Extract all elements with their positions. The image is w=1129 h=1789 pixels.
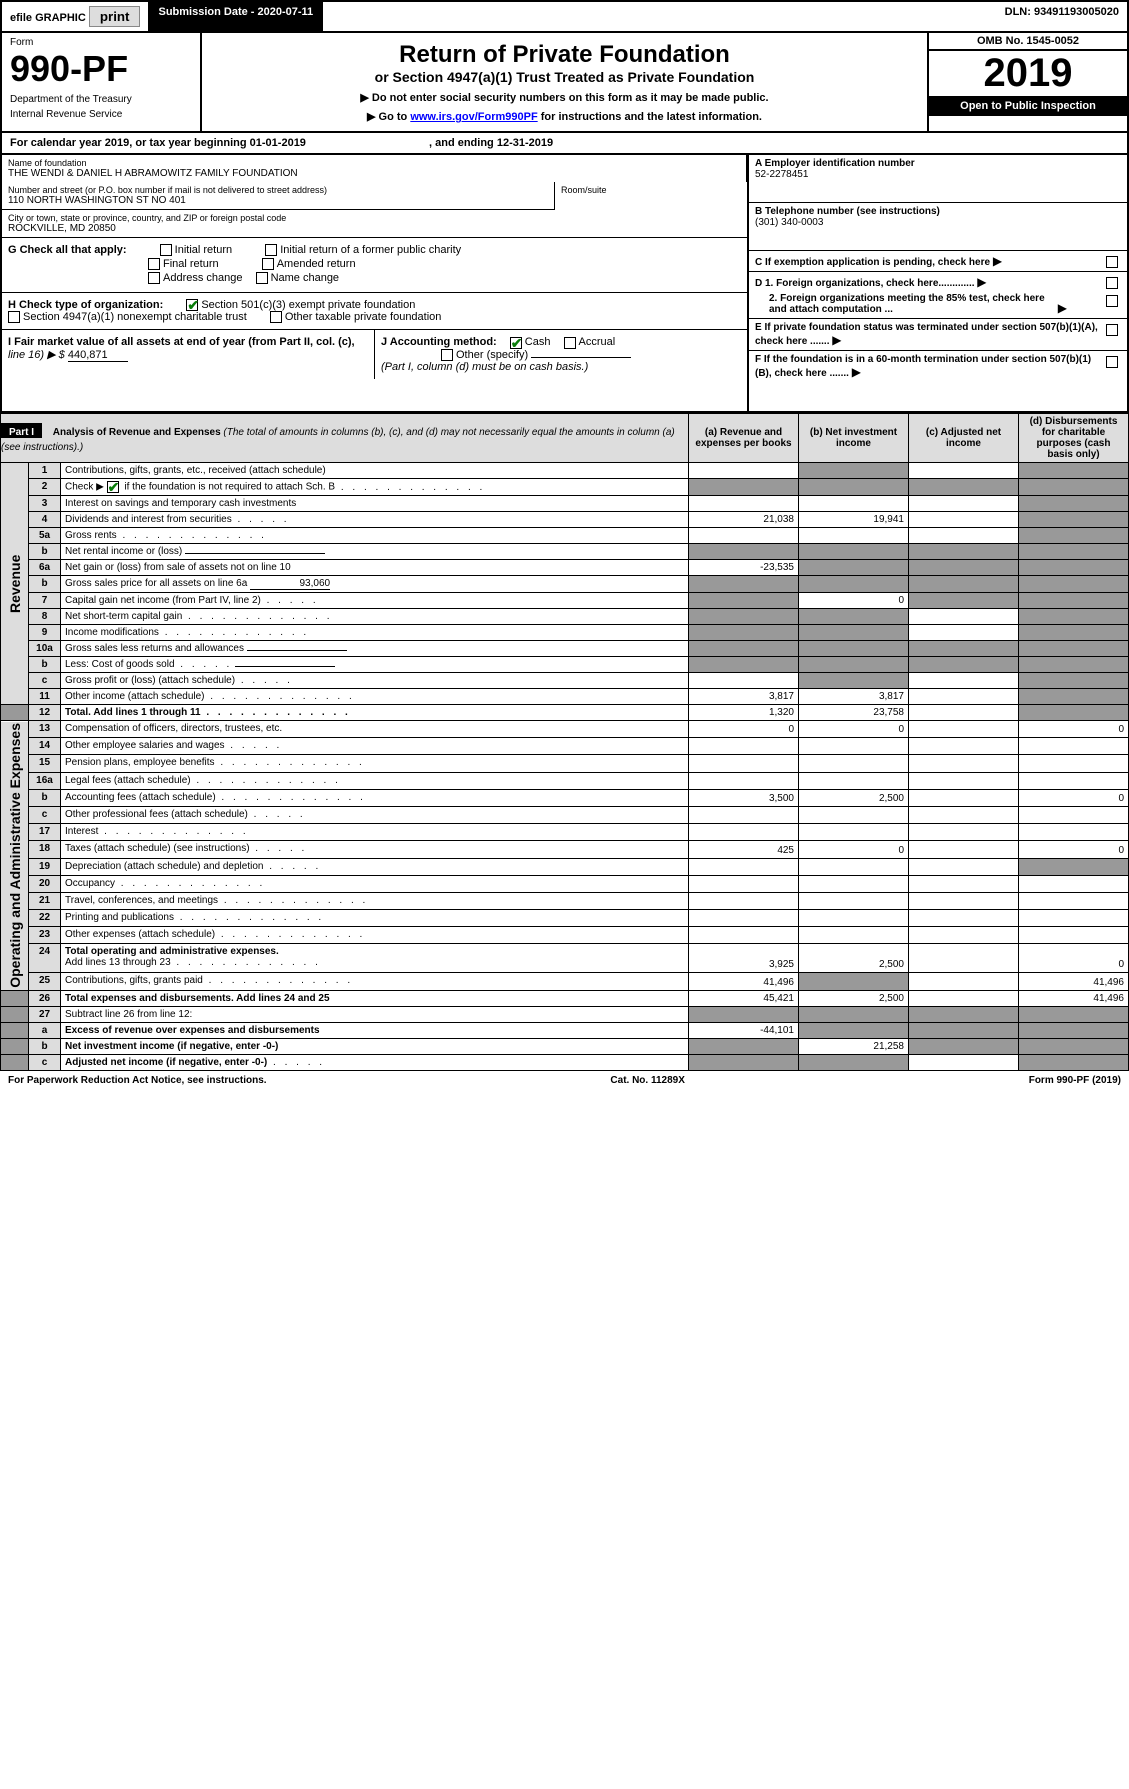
checkbox-initial[interactable]	[160, 244, 172, 256]
checkbox-e[interactable]	[1106, 324, 1118, 336]
revenue-label: Revenue	[1, 463, 29, 705]
part1-table: Part I Analysis of Revenue and Expenses …	[0, 413, 1129, 1071]
foundation-addr: 110 NORTH WASHINGTON ST NO 401	[8, 195, 548, 206]
opex-label: Operating and Administrative Expenses	[1, 721, 29, 991]
omb-number: OMB No. 1545-0052	[929, 33, 1127, 51]
footer-left: For Paperwork Reduction Act Notice, see …	[8, 1075, 267, 1086]
open-public: Open to Public Inspection	[929, 96, 1127, 116]
foundation-name: THE WENDI & DANIEL H ABRAMOWITZ FAMILY F…	[8, 168, 740, 179]
addr-label: Number and street (or P.O. box number if…	[8, 185, 548, 195]
form-header: Form 990-PF Department of the Treasury I…	[0, 33, 1129, 133]
fmv-value: 440,871	[68, 349, 128, 362]
print-button[interactable]: print	[89, 6, 141, 27]
checkbox-addr-change[interactable]	[148, 272, 160, 284]
foundation-info: Name of foundation THE WENDI & DANIEL H …	[0, 155, 1129, 413]
checkbox-other-method[interactable]	[441, 349, 453, 361]
instr-2: ▶ Go to www.irs.gov/Form990PF for instru…	[210, 110, 919, 123]
checkbox-amended[interactable]	[262, 258, 274, 270]
checkbox-501c3[interactable]	[186, 299, 198, 311]
footer-mid: Cat. No. 11289X	[610, 1075, 684, 1086]
tax-year: 2019	[929, 51, 1127, 96]
form-label: Form	[10, 37, 192, 48]
checkbox-other-taxable[interactable]	[270, 311, 282, 323]
form-subtitle: or Section 4947(a)(1) Trust Treated as P…	[210, 69, 919, 85]
checkbox-accrual[interactable]	[564, 337, 576, 349]
checkbox-d1[interactable]	[1106, 277, 1118, 289]
checkbox-d2[interactable]	[1106, 295, 1118, 307]
section-ij: I Fair market value of all assets at end…	[2, 330, 747, 378]
col-c-header: (c) Adjusted net income	[909, 414, 1019, 463]
checkbox-cash[interactable]	[510, 337, 522, 349]
col-a-header: (a) Revenue and expenses per books	[689, 414, 799, 463]
page-footer: For Paperwork Reduction Act Notice, see …	[0, 1071, 1129, 1090]
room-label: Room/suite	[561, 185, 741, 195]
checkbox-final[interactable]	[148, 258, 160, 270]
submission-date: Submission Date - 2020-07-11	[150, 2, 323, 31]
checkbox-4947[interactable]	[8, 311, 20, 323]
ein-label: A Employer identification number	[755, 158, 1121, 169]
footer-right: Form 990-PF (2019)	[1029, 1075, 1121, 1086]
name-label: Name of foundation	[8, 158, 740, 168]
checkbox-f[interactable]	[1106, 356, 1118, 368]
section-g: G Check all that apply: Initial return I…	[2, 238, 747, 293]
checkbox-name-change[interactable]	[256, 272, 268, 284]
phone-value: (301) 340-0003	[755, 217, 1121, 228]
checkbox-initial-former[interactable]	[265, 244, 277, 256]
checkbox-sch-b[interactable]	[107, 481, 119, 493]
dept-treasury: Department of the Treasury	[10, 94, 192, 105]
ein-value: 52-2278451	[755, 169, 1121, 180]
instr-1: ▶ Do not enter social security numbers o…	[210, 91, 919, 104]
irs-link[interactable]: www.irs.gov/Form990PF	[410, 111, 537, 123]
col-b-header: (b) Net investment income	[799, 414, 909, 463]
efile-label: efile GRAPHIC	[10, 12, 86, 24]
top-bar: efile GRAPHIC print Submission Date - 20…	[0, 0, 1129, 33]
form-number: 990-PF	[10, 48, 192, 90]
form-title: Return of Private Foundation	[210, 41, 919, 69]
irs-label: Internal Revenue Service	[10, 109, 192, 120]
checkbox-c[interactable]	[1106, 256, 1118, 268]
section-h: H Check type of organization: Section 50…	[2, 293, 747, 330]
city-label: City or town, state or province, country…	[8, 213, 741, 223]
foundation-city: ROCKVILLE, MD 20850	[8, 223, 741, 234]
dln: DLN: 93491193005020	[997, 2, 1127, 31]
phone-label: B Telephone number (see instructions)	[755, 206, 1121, 217]
calendar-year-row: For calendar year 2019, or tax year begi…	[0, 133, 1129, 155]
col-d-header: (d) Disbursements for charitable purpose…	[1019, 414, 1129, 463]
